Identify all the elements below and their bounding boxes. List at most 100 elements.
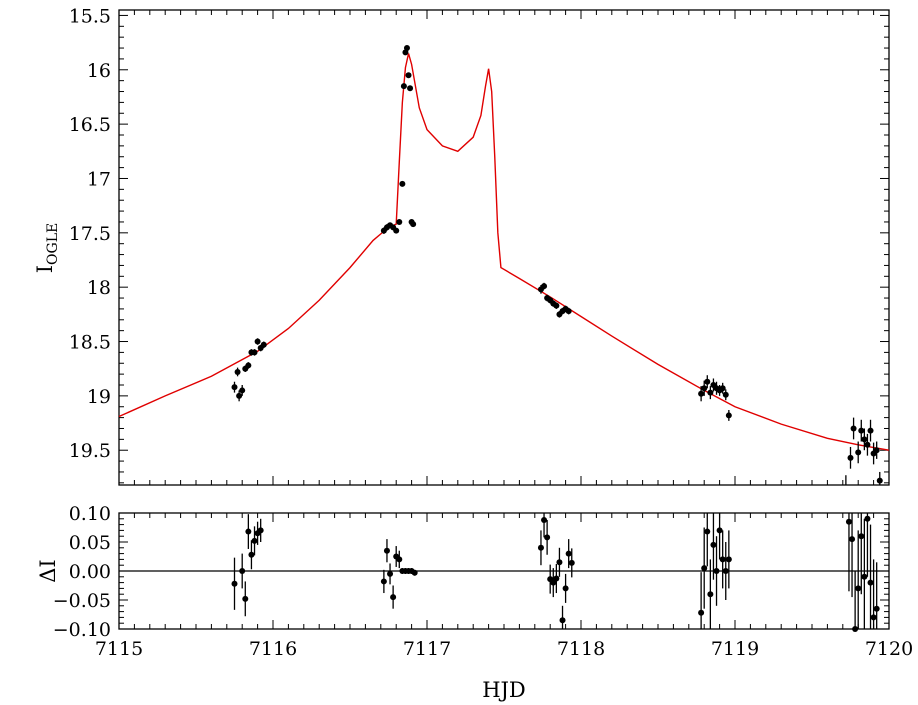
main-panel-frame	[118, 9, 890, 486]
residual-point	[849, 536, 856, 543]
residual-y-ticks	[119, 512, 889, 630]
residual-point	[562, 585, 569, 592]
residual-y-tick-labels: −0.10 −0.05 0.00 0.05 0.10	[53, 503, 111, 641]
residual-point	[565, 550, 572, 557]
data-point	[867, 427, 874, 434]
y-tick-label: 17	[87, 168, 111, 190]
x-tick-label: 7118	[557, 638, 605, 660]
main-y-axis-label: IOGLE	[33, 223, 61, 273]
residual-point	[396, 556, 403, 563]
residual-point	[852, 626, 859, 632]
ylabel-main-text: I	[33, 265, 57, 273]
y-tick-label: 17.5	[69, 223, 111, 245]
main-y-ticks	[119, 14, 889, 484]
residual-point	[390, 594, 397, 601]
residual-point	[553, 575, 560, 582]
y-tick-label: 15.5	[69, 5, 111, 27]
residual-point	[701, 565, 708, 572]
residual-point	[248, 551, 255, 558]
y-tick-label: 16.5	[69, 114, 111, 136]
residual-point	[845, 518, 852, 525]
data-point	[254, 338, 261, 345]
data-point	[701, 385, 708, 392]
x-tick-labels: 7115 7116 7117 7118 7119 7120	[95, 638, 913, 660]
residual-point	[873, 605, 880, 612]
data-point	[236, 392, 243, 399]
x-tick-label: 7119	[711, 638, 759, 660]
residual-point	[870, 614, 877, 621]
residual-y-axis-label: ΔI	[36, 559, 60, 582]
residual-point	[707, 591, 714, 598]
data-point	[704, 378, 711, 385]
residual-point	[550, 579, 557, 586]
data-point	[876, 477, 883, 484]
residual-point	[383, 547, 390, 554]
data-point	[239, 387, 246, 394]
data-point	[864, 441, 871, 448]
data-point	[407, 85, 414, 92]
residual-point	[544, 534, 551, 541]
data-point	[400, 83, 407, 90]
residual-point	[855, 585, 862, 592]
y-tick-label: 18.5	[69, 332, 111, 354]
data-point	[707, 389, 714, 396]
x-tick-label: 7115	[95, 638, 143, 660]
ylabel-subscript: OGLE	[45, 223, 61, 265]
model-curve	[118, 53, 890, 451]
data-point	[393, 227, 400, 234]
data-point	[245, 362, 252, 369]
residual-point	[541, 516, 548, 523]
residual-point	[556, 559, 563, 566]
main-panel: 15.5 16 16.5 17 17.5 18 18.5 19 19.5 IOGLE	[33, 5, 890, 486]
x-tick-label: 7120	[865, 638, 913, 660]
residual-point	[242, 595, 249, 602]
residual-y-tick-label: −0.05	[53, 590, 111, 612]
data-point	[861, 436, 868, 443]
residual-point	[251, 537, 258, 544]
residual-point	[559, 617, 566, 624]
data-point	[855, 449, 862, 456]
main-x-ticks	[118, 10, 890, 485]
residual-point	[861, 573, 868, 580]
data-point	[847, 454, 854, 461]
y-tick-label: 19.5	[69, 440, 111, 462]
data-point	[725, 412, 732, 419]
residual-point	[380, 578, 387, 585]
data-point	[251, 349, 258, 356]
y-tick-label: 18	[87, 277, 111, 299]
data-point	[399, 180, 406, 187]
residual-point	[716, 527, 723, 534]
residual-point	[710, 541, 717, 548]
residual-point	[245, 528, 252, 535]
y-tick-label: 19	[87, 386, 111, 408]
residual-point	[719, 556, 726, 563]
residual-y-tick-label: 0.00	[69, 561, 111, 583]
main-y-tick-labels: 15.5 16 16.5 17 17.5 18 18.5 19 19.5	[69, 5, 111, 462]
x-tick-label: 7117	[403, 638, 451, 660]
residual-point	[411, 569, 418, 576]
residual-y-tick-label: −0.10	[53, 619, 111, 641]
data-point	[405, 72, 412, 79]
residual-point	[725, 556, 732, 563]
data-point	[722, 391, 729, 398]
residual-y-tick-label: 0.10	[69, 503, 111, 525]
residual-y-tick-label: 0.05	[69, 532, 111, 554]
data-point	[260, 341, 267, 348]
residual-point	[537, 544, 544, 551]
data-point	[231, 384, 238, 391]
residual-point	[713, 568, 720, 574]
data-point	[410, 221, 417, 228]
main-data-points	[231, 45, 883, 485]
residual-point	[722, 568, 729, 574]
residual-point	[858, 533, 865, 540]
data-point	[873, 447, 880, 454]
data-point	[719, 385, 726, 392]
residual-point	[568, 559, 575, 566]
data-point	[858, 427, 865, 434]
data-point	[850, 425, 857, 432]
residual-point	[231, 580, 238, 587]
data-point	[541, 283, 548, 290]
x-axis-label: HJD	[482, 678, 526, 702]
residual-point	[257, 527, 264, 534]
